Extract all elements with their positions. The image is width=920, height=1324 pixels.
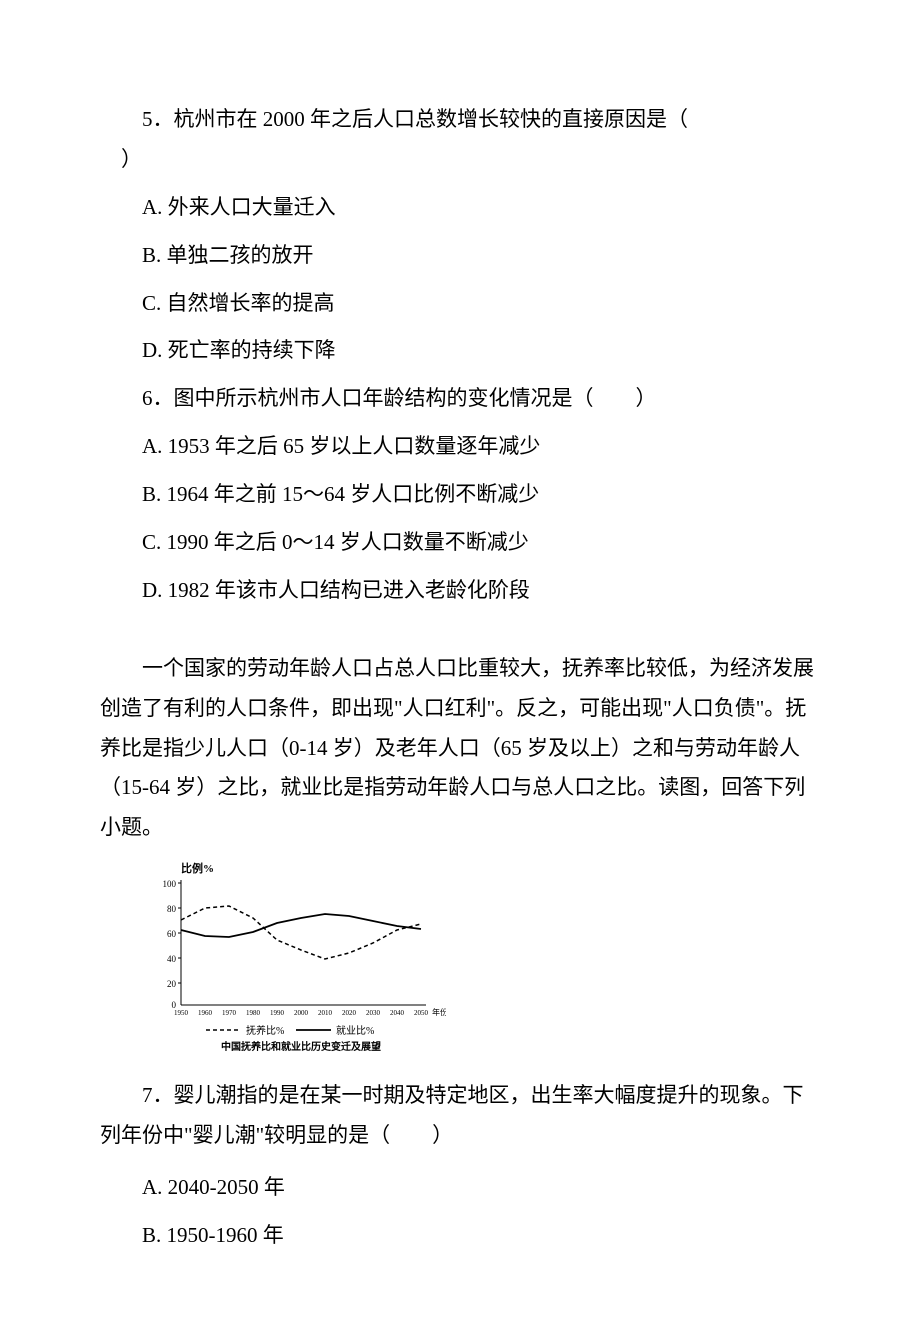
svg-text:2010: 2010 bbox=[318, 1009, 333, 1017]
x-axis-label: 年份 bbox=[432, 1007, 446, 1017]
svg-text:1970: 1970 bbox=[222, 1009, 237, 1017]
svg-text:1960: 1960 bbox=[198, 1009, 213, 1017]
svg-text:2000: 2000 bbox=[294, 1009, 309, 1017]
y-axis-label: 比例% bbox=[181, 861, 214, 875]
q6-option-b: B. 1964 年之前 15～64 岁人口比例不断减少 bbox=[100, 475, 820, 515]
employment-line bbox=[181, 914, 421, 937]
q5-option-c: C. 自然增长率的提高 bbox=[100, 284, 820, 324]
svg-text:2020: 2020 bbox=[342, 1009, 357, 1017]
svg-text:抚养比%: 抚养比% bbox=[246, 1024, 284, 1037]
passage-text: 一个国家的劳动年龄人口占总人口比重较大，抚养率比较低，为经济发展创造了有利的人口… bbox=[100, 649, 820, 848]
x-axis-labels: 1950 1960 1970 1980 1990 2000 2010 2020 … bbox=[174, 1009, 429, 1017]
svg-text:2040: 2040 bbox=[390, 1009, 405, 1017]
ytick-80: 80 bbox=[167, 904, 177, 914]
dependency-line bbox=[181, 906, 421, 959]
q6-option-c: C. 1990 年之后 0～14 岁人口数量不断减少 bbox=[100, 523, 820, 563]
ytick-40: 40 bbox=[167, 954, 177, 964]
chart-svg: 比例% 100 80 60 40 20 0 1950 1960 1970 198… bbox=[146, 860, 446, 1060]
q7-option-b: B. 1950-1960 年 bbox=[100, 1216, 820, 1256]
legend: 抚养比% 就业比% bbox=[206, 1024, 374, 1037]
q6-option-d: D. 1982 年该市人口结构已进入老龄化阶段 bbox=[100, 571, 820, 611]
svg-text:2030: 2030 bbox=[366, 1009, 381, 1017]
q7-option-a: A. 2040-2050 年 bbox=[100, 1168, 820, 1208]
q5-option-a: A. 外来人口大量迁入 bbox=[100, 188, 820, 228]
question-5-text: 5．杭州市在 2000 年之后人口总数增长较快的直接原因是（ ） bbox=[100, 100, 820, 180]
q5-option-d: D. 死亡率的持续下降 bbox=[100, 331, 820, 371]
svg-text:1950: 1950 bbox=[174, 1009, 189, 1017]
question-6-text: 6．图中所示杭州市人口年龄结构的变化情况是（ ） bbox=[100, 379, 820, 419]
chart-title: 中国抚养比和就业比历史变迁及展望 bbox=[221, 1040, 381, 1053]
svg-text:1990: 1990 bbox=[270, 1009, 285, 1017]
svg-text:2050: 2050 bbox=[414, 1009, 429, 1017]
q6-option-a: A. 1953 年之后 65 岁以上人口数量逐年减少 bbox=[100, 427, 820, 467]
ytick-60: 60 bbox=[167, 929, 177, 939]
svg-text:就业比%: 就业比% bbox=[336, 1024, 374, 1037]
question-7-text: 7．婴儿潮指的是在某一时期及特定地区，出生率大幅度提升的现象。下列年份中"婴儿潮… bbox=[100, 1076, 820, 1156]
ytick-20: 20 bbox=[167, 979, 177, 989]
svg-text:1980: 1980 bbox=[246, 1009, 261, 1017]
dependency-employment-chart: 比例% 100 80 60 40 20 0 1950 1960 1970 198… bbox=[146, 860, 446, 1060]
ytick-100: 100 bbox=[163, 879, 177, 889]
q5-option-b: B. 单独二孩的放开 bbox=[100, 236, 820, 276]
